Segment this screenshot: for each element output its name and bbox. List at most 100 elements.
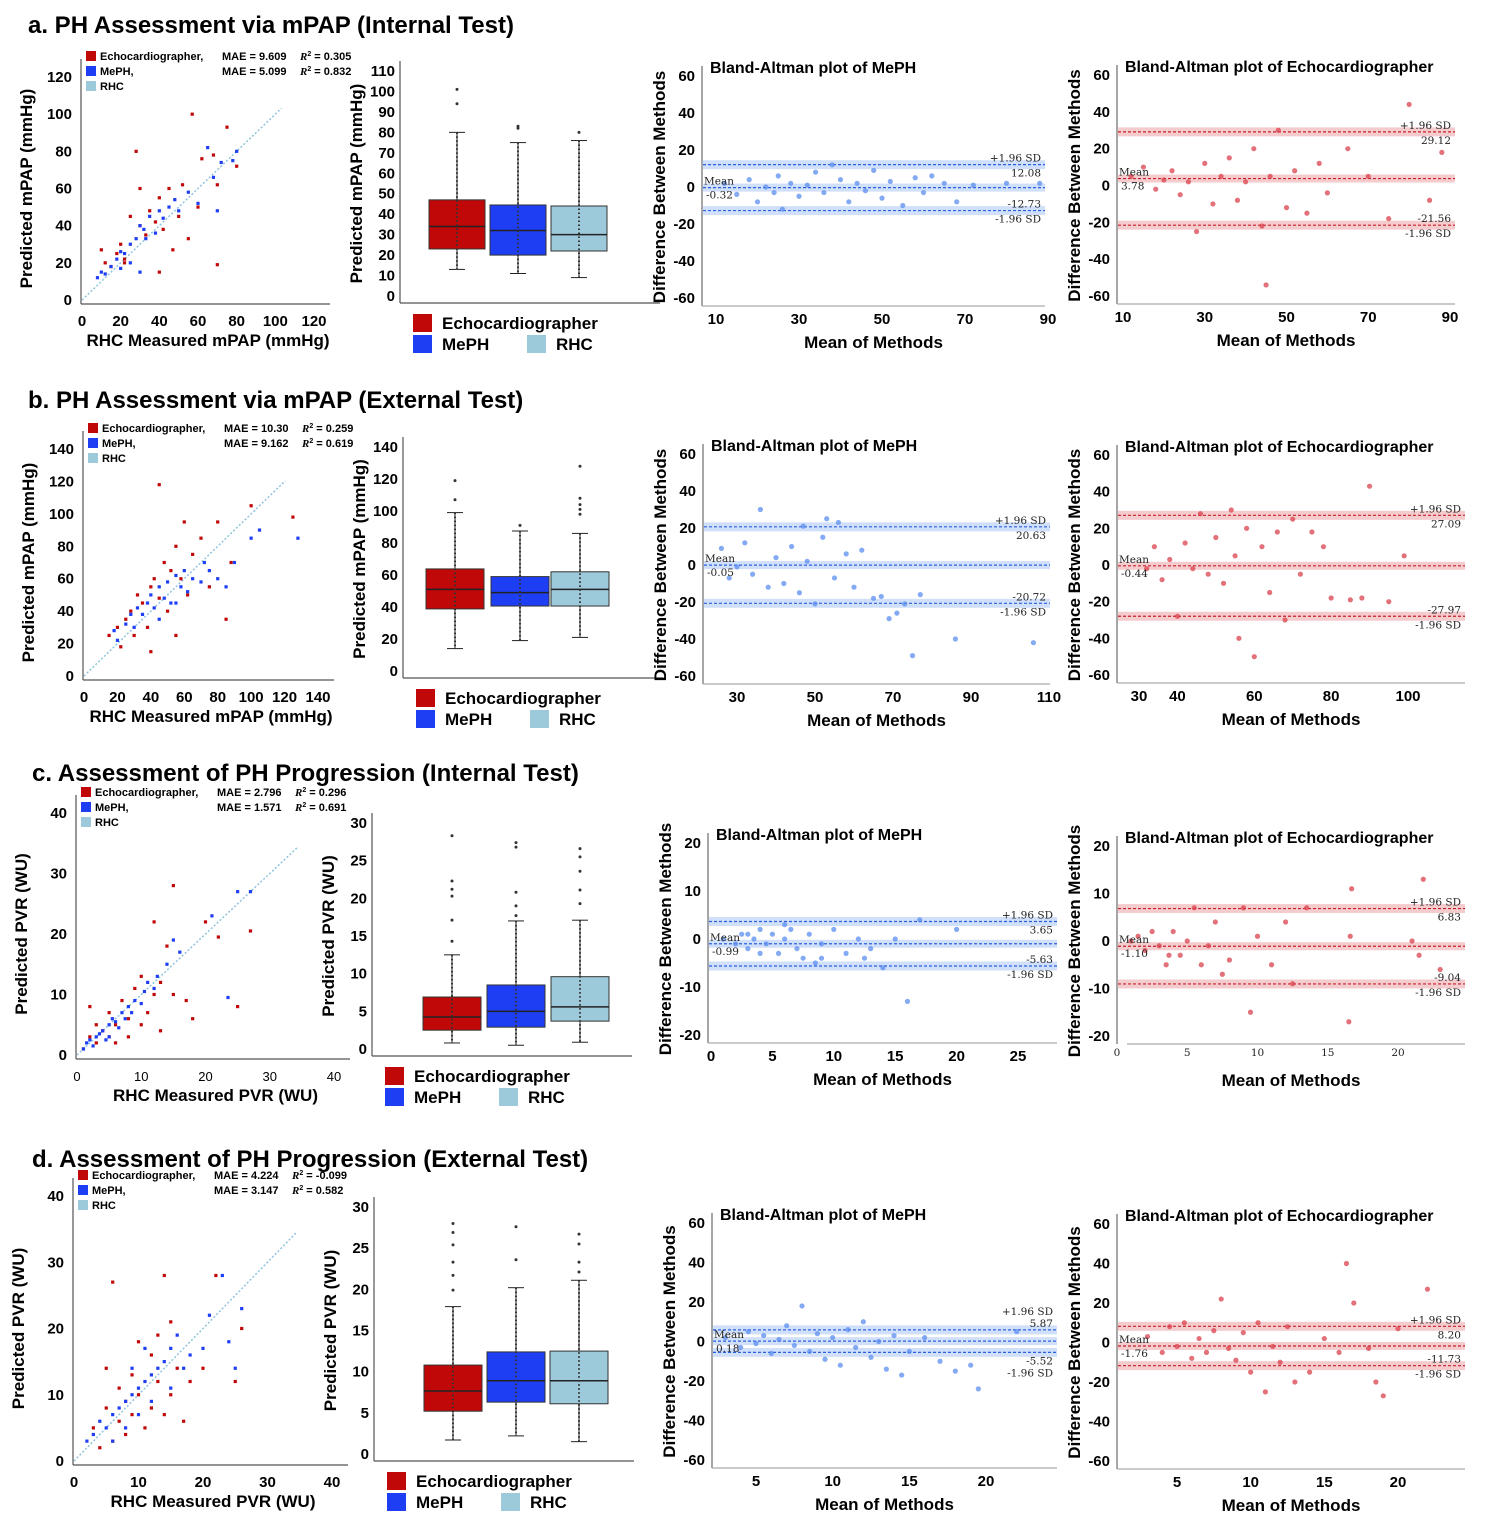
y-tick-label: 10 — [47, 1387, 64, 1404]
ba-point — [1151, 544, 1157, 550]
x-tick-label: 20 — [948, 1048, 965, 1065]
ba-point — [904, 998, 911, 1005]
y-tick-label: 10 — [352, 1364, 369, 1381]
ba-point — [1386, 216, 1392, 222]
y-tick-label: 60 — [679, 446, 696, 463]
ba-point — [1283, 919, 1289, 925]
ba-point — [1373, 1379, 1379, 1385]
scatter-point-meph — [171, 938, 175, 942]
ba-point — [941, 180, 947, 186]
legend-swatch — [530, 710, 549, 728]
ba-point — [818, 955, 825, 961]
y-tick-label: -10 — [679, 979, 701, 996]
y-tick-label: 40 — [47, 1188, 64, 1205]
ba-point — [1366, 483, 1373, 489]
scatter-point-echo — [119, 242, 123, 246]
scatter-point-meph — [232, 560, 237, 565]
y-tick-label: 60 — [381, 567, 398, 584]
ba-point — [837, 177, 844, 183]
outlier-point — [514, 845, 518, 849]
ba-point — [876, 1338, 882, 1345]
scatter-point-meph — [143, 1346, 147, 1350]
scatter-point-echo — [165, 609, 170, 613]
scatter-point-echo — [169, 1320, 173, 1324]
scatter-point-echo — [207, 585, 211, 589]
scatter-point-echo — [165, 944, 169, 948]
legend-swatch — [385, 1067, 404, 1085]
ba-point — [1324, 190, 1330, 196]
ba-point — [1170, 928, 1176, 935]
ba-point — [1255, 1320, 1261, 1326]
mean-band — [1118, 561, 1465, 570]
ba-point — [732, 941, 739, 947]
y-tick-label: -40 — [1088, 1414, 1110, 1431]
ba-point — [768, 1350, 774, 1356]
ba-point — [821, 189, 827, 196]
scatter-point-meph — [142, 989, 147, 994]
scatter-point-meph — [124, 1426, 128, 1430]
ba-point — [1365, 1345, 1372, 1352]
x-axis-title: Mean of Methods — [815, 1495, 954, 1514]
y-tick-label: 15 — [352, 1323, 369, 1340]
y-tick-label: 10 — [1093, 886, 1110, 903]
scatter-point-echo — [157, 596, 161, 600]
legend-label: Echocardiographer — [442, 314, 598, 333]
y-tick-label: 10 — [50, 987, 67, 1004]
ba-point — [830, 1334, 836, 1341]
ba-point — [954, 199, 960, 205]
scatter-point-meph — [211, 175, 216, 179]
outlier-point — [450, 834, 454, 838]
iqr-box — [422, 996, 482, 1031]
x-tick-label: 80 — [209, 689, 226, 706]
x-tick-label: 10 — [134, 1069, 148, 1084]
scatter-point-echo — [174, 633, 178, 638]
scatter-point-echo — [196, 205, 200, 209]
legend-swatch — [413, 335, 432, 353]
y-tick-label: 100 — [49, 506, 74, 523]
ba-point — [1210, 201, 1216, 207]
ba-point — [807, 1348, 813, 1354]
lower-sd-label: -1.96 SD — [1415, 987, 1461, 999]
scatter-point-echo — [161, 227, 165, 231]
y-axis-title: Difference Between Methods — [1065, 825, 1084, 1057]
scatter-point-echo — [215, 183, 219, 187]
scatter-point-echo — [117, 1386, 121, 1390]
ba-point — [1159, 1349, 1165, 1355]
x-tick-label: 20 — [112, 313, 129, 330]
mean-value: 0.18 — [716, 1343, 739, 1355]
scatter-point-meph — [179, 585, 183, 589]
y-tick-label: 0 — [390, 663, 398, 680]
ba-point — [734, 564, 740, 570]
box-legend: Echocardiographer MePH RHC — [385, 1067, 570, 1107]
scatter-point-echo — [156, 1379, 160, 1384]
scatter-point-echo — [201, 1366, 205, 1370]
x-tick-label: 80 — [1323, 688, 1340, 705]
scatter-point-meph — [296, 536, 300, 540]
upper-sd-label: +1.96 SD — [1410, 897, 1461, 909]
lower-band — [1118, 1361, 1465, 1371]
legend-label: Echocardiographer, — [95, 787, 198, 799]
y-axis-title: Predicted PVR (WU) — [9, 1248, 28, 1410]
scatter-point-meph — [186, 190, 190, 194]
y-tick-label: 120 — [49, 473, 74, 490]
box-meph — [489, 124, 547, 274]
scatter-point-echo — [146, 1011, 150, 1015]
outlier-point — [516, 124, 520, 128]
ba-point — [1003, 180, 1010, 186]
scatter-point-echo — [186, 593, 190, 597]
scatter-point-meph — [149, 593, 153, 597]
y-tick-label: 20 — [50, 926, 67, 943]
scatter-point-meph — [233, 1366, 237, 1370]
scatter-point-meph — [85, 1439, 89, 1443]
x-tick-label: 80 — [228, 313, 245, 330]
upper-sd-value: 6.83 — [1438, 912, 1461, 924]
outlier-point — [514, 1225, 518, 1229]
row-title: a. PH Assessment via mPAP (Internal Test… — [28, 12, 514, 39]
ba-point — [829, 162, 835, 168]
scatter-point-echo — [191, 552, 195, 556]
y-tick-label: -40 — [683, 1413, 705, 1430]
scatter-point-echo — [91, 1426, 95, 1430]
scatter-point-meph — [124, 622, 128, 626]
r2-value: R2 = -0.099 — [291, 1170, 347, 1182]
